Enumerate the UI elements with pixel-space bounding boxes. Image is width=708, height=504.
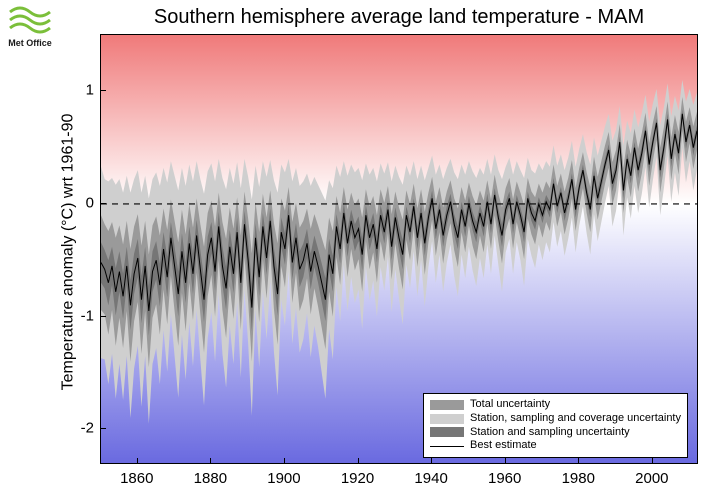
xtick-label: 1900 [267,470,300,487]
xtick-label: 1960 [488,470,521,487]
legend: Total uncertaintyStation, sampling and c… [423,393,688,458]
legend-swatch [430,446,464,447]
legend-swatch [430,414,464,424]
legend-item: Station, sampling and coverage uncertain… [430,412,681,426]
legend-label: Station and sampling uncertainty [470,426,630,440]
xtick-label: 1920 [341,470,374,487]
legend-item: Best estimate [430,439,681,453]
legend-label: Station, sampling and coverage uncertain… [470,412,681,426]
y-axis-label: Temperature anomaly (°C) wrt 1961-90 [59,114,77,391]
legend-item: Total uncertainty [430,398,681,412]
xtick-label: 1880 [194,470,227,487]
xtick-label: 1940 [414,470,447,487]
ytick-label: -1 [54,307,94,324]
ytick-label: 1 [54,82,94,99]
legend-swatch [430,400,464,410]
legend-item: Station and sampling uncertainty [430,426,681,440]
legend-label: Total uncertainty [470,398,550,412]
logo-text: Met Office [4,38,56,48]
xtick-label: 1980 [562,470,595,487]
met-office-logo: Met Office [4,6,56,48]
xtick-label: 2000 [635,470,668,487]
chart-title: Southern hemisphere average land tempera… [100,6,698,29]
xtick-label: 1860 [120,470,153,487]
legend-swatch [430,427,464,437]
ytick-label: 0 [54,194,94,211]
ytick-label: -2 [54,420,94,437]
legend-label: Best estimate [470,439,537,453]
